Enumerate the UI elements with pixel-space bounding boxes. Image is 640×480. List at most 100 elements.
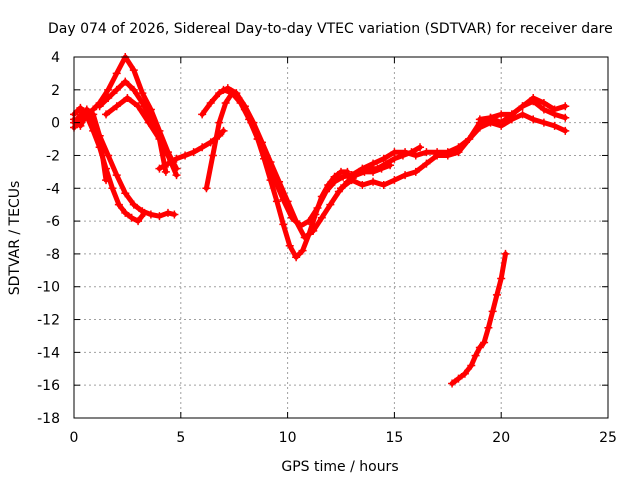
data-point <box>89 105 98 114</box>
data-point <box>208 151 217 160</box>
x-tick-label: 0 <box>70 430 79 446</box>
data-point <box>317 213 326 222</box>
data-point <box>422 159 431 168</box>
data-point <box>112 171 121 180</box>
data-point <box>215 89 224 98</box>
data-point <box>292 253 301 262</box>
chart-title: Day 074 of 2026, Sidereal Day-to-day VTE… <box>48 21 613 37</box>
data-point <box>484 323 493 332</box>
data-point <box>337 184 345 193</box>
axes: 0 5 10 15 20 25 -18 -16 -14 -12 -10 -8 -6 -4 -2 0 2 4 <box>37 50 617 446</box>
data-point <box>561 126 570 135</box>
data-point <box>161 167 170 176</box>
y-tick-label: 0 <box>51 116 60 132</box>
data-point <box>163 159 172 168</box>
y-tick-label: -4 <box>46 181 60 197</box>
data-point <box>138 207 147 216</box>
data-point <box>443 148 452 157</box>
data-point <box>82 110 91 119</box>
data-point <box>529 94 538 103</box>
data-point <box>561 102 570 111</box>
series-line <box>477 95 568 126</box>
data-point <box>95 102 104 111</box>
data-point <box>486 113 495 122</box>
y-tick-label: 4 <box>51 50 60 66</box>
data-point <box>123 94 132 103</box>
data-point <box>270 176 279 185</box>
data-point <box>369 177 378 186</box>
data-point <box>262 154 271 163</box>
x-tick-label: 10 <box>279 430 297 446</box>
data-point <box>104 85 113 94</box>
y-tick-label: -14 <box>37 345 60 361</box>
data-point <box>454 374 463 383</box>
data-point <box>488 307 497 316</box>
data-point <box>163 151 172 160</box>
data-point <box>416 143 425 152</box>
data-point <box>129 85 138 94</box>
data-point <box>114 200 123 209</box>
data-point <box>539 118 548 127</box>
data-point <box>102 176 111 185</box>
data-point <box>279 195 288 204</box>
data-point <box>144 118 153 127</box>
data-point <box>497 274 506 283</box>
series-arc14 <box>448 249 510 388</box>
series-line <box>221 87 423 229</box>
data-point <box>215 118 224 127</box>
data-point <box>539 98 548 107</box>
series-line <box>449 251 508 386</box>
data-point <box>129 200 138 209</box>
series-line <box>338 111 568 191</box>
series-arc9 <box>198 84 395 242</box>
data-point <box>475 343 484 352</box>
data-point <box>221 98 230 107</box>
data-point <box>104 151 113 160</box>
x-tick-label: 5 <box>176 430 185 446</box>
data-point <box>189 148 198 157</box>
series-line <box>103 95 169 175</box>
data-point <box>202 184 211 193</box>
data-point <box>102 110 111 119</box>
series-arc4 <box>70 53 181 173</box>
data-point <box>433 148 442 157</box>
data-point <box>198 110 207 119</box>
series-line <box>97 79 179 178</box>
data-point <box>401 148 410 157</box>
data-point <box>497 110 506 119</box>
data-point <box>480 338 489 347</box>
data-point <box>358 180 367 189</box>
data-point <box>95 131 104 140</box>
data-point <box>112 85 121 94</box>
data-point <box>146 210 155 219</box>
data-point <box>422 148 431 157</box>
data-point <box>304 217 313 226</box>
data-point <box>245 115 254 124</box>
data-point <box>170 210 179 219</box>
series-line <box>199 85 393 240</box>
y-tick-label: -6 <box>46 214 60 230</box>
series-line <box>71 54 179 172</box>
data-point <box>561 113 570 122</box>
data-point <box>326 200 335 209</box>
data-point <box>381 159 390 168</box>
data-point <box>181 151 190 160</box>
data-point <box>112 69 121 78</box>
data-point <box>465 135 474 144</box>
data-point <box>76 103 85 112</box>
data-point <box>272 197 281 206</box>
data-point <box>309 226 318 235</box>
data-point <box>411 151 420 160</box>
x-axis-label: GPS time / hours <box>281 459 398 475</box>
data-point <box>411 167 420 176</box>
data-point <box>287 213 296 222</box>
y-axis-label: SDTVAR / TECUs <box>7 181 23 296</box>
data-point <box>121 208 130 217</box>
data-point <box>518 110 527 119</box>
data-point <box>492 290 501 299</box>
data-point <box>285 241 294 250</box>
data-point <box>219 85 228 94</box>
data-point <box>379 180 388 189</box>
data-point <box>401 171 410 180</box>
data-point <box>330 177 339 186</box>
